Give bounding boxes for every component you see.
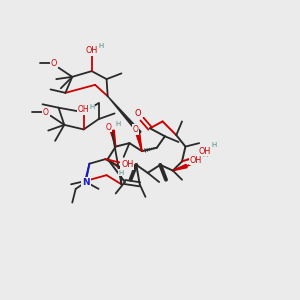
Text: H: H — [119, 170, 124, 176]
Text: OH: OH — [85, 46, 98, 55]
Text: H: H — [98, 43, 104, 49]
Polygon shape — [135, 131, 142, 151]
Text: H: H — [202, 152, 208, 158]
Text: N: N — [82, 178, 90, 187]
Text: O: O — [106, 123, 112, 132]
Text: O: O — [134, 109, 141, 118]
Polygon shape — [110, 130, 116, 147]
Text: OH: OH — [78, 106, 89, 115]
Text: O: O — [51, 58, 57, 68]
Polygon shape — [108, 96, 141, 134]
Text: H: H — [89, 103, 94, 109]
Polygon shape — [173, 164, 187, 171]
Text: H: H — [212, 142, 217, 148]
Text: OH: OH — [199, 147, 211, 156]
Text: OH: OH — [190, 156, 202, 165]
Text: H: H — [116, 121, 121, 127]
Text: O: O — [43, 108, 49, 117]
Text: O: O — [132, 125, 138, 134]
Text: OH: OH — [121, 160, 133, 169]
